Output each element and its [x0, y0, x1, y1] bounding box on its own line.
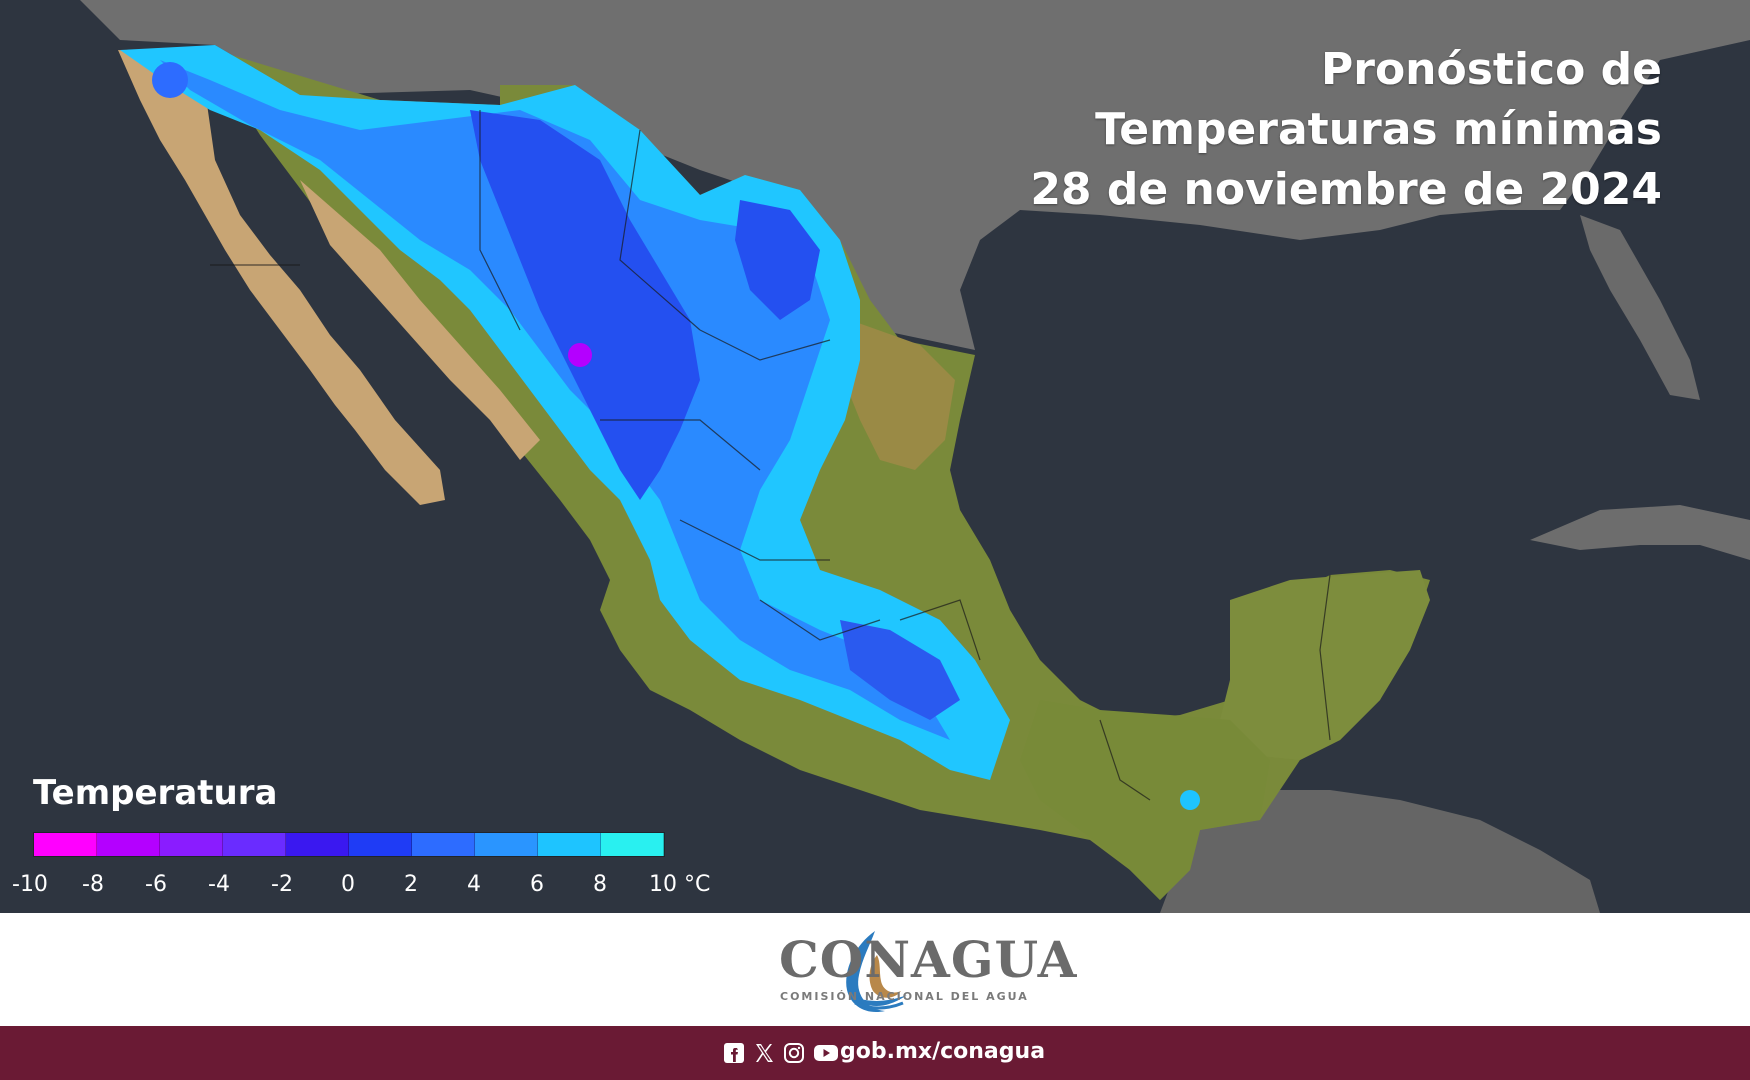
usa-land — [80, 0, 1750, 350]
legend-tick-label: 2 — [404, 872, 418, 897]
footer-url-link[interactable]: gob.mx/conagua — [840, 1039, 1046, 1064]
baja-cold-spot — [152, 62, 188, 98]
legend-swatch — [475, 833, 538, 856]
legend-tick-label: 0 — [341, 872, 355, 897]
cold-zone-dark-center — [840, 620, 960, 720]
legend-swatch — [538, 833, 601, 856]
legend-tick-label: 10 °C — [649, 872, 711, 897]
legend-tick-label: -2 — [271, 872, 293, 897]
legend-swatch — [601, 833, 664, 856]
title-line-3: 28 de noviembre de 2024 — [1030, 164, 1662, 215]
x-icon[interactable] — [753, 1042, 775, 1064]
legend-tick-label: -4 — [208, 872, 230, 897]
title-line-2: Temperaturas mínimas — [1095, 104, 1662, 155]
legend-swatch — [34, 833, 97, 856]
youtube-icon[interactable] — [813, 1042, 839, 1064]
legend-tick-label: -8 — [82, 872, 104, 897]
coldest-spot — [568, 343, 592, 367]
legend-color-bar — [33, 832, 665, 857]
yucatan-peninsula — [1220, 570, 1430, 760]
conagua-logo-subtitle: COMISIÓN NACIONAL DEL AGUA — [780, 990, 1029, 1003]
dry-region-northeast — [840, 320, 955, 470]
legend-swatch — [160, 833, 223, 856]
florida — [1580, 215, 1700, 400]
cuba — [1530, 505, 1750, 560]
legend-swatch — [97, 833, 160, 856]
map-canvas — [80, 0, 1750, 913]
chiapas-region — [1020, 700, 1270, 900]
legend-swatch — [349, 833, 412, 856]
conagua-logo-text: CONAGUA — [779, 930, 1078, 989]
map-title: Pronóstico de Temperaturas mínimas 28 de… — [1030, 40, 1662, 220]
legend-ticks: -10 -8 -6 -4 -2 0 2 4 6 8 10 °C — [12, 872, 720, 902]
dry-region-sonora — [300, 180, 540, 460]
legend-tick-label: 6 — [530, 872, 544, 897]
cold-zone-dark — [470, 110, 700, 500]
legend-swatch — [412, 833, 475, 856]
temperature-map: Pronóstico de Temperaturas mínimas 28 de… — [0, 0, 1750, 913]
social-icons — [723, 1040, 839, 1066]
central-america — [1160, 790, 1600, 913]
legend-title: Temperatura — [33, 773, 278, 813]
facebook-icon[interactable] — [723, 1042, 745, 1064]
legend-swatch — [286, 833, 349, 856]
chiapas-cold-spot — [1180, 790, 1200, 810]
baja-california — [118, 50, 445, 505]
title-line-1: Pronóstico de — [1321, 44, 1662, 95]
legend-swatch — [223, 833, 286, 856]
footer-bar — [0, 1026, 1750, 1080]
conagua-emblem-icon — [846, 931, 907, 1013]
cold-zone-dark-ne — [735, 200, 820, 320]
legend-tick-label: -10 — [12, 872, 48, 897]
instagram-icon[interactable] — [783, 1042, 805, 1064]
state-borders — [210, 110, 1331, 801]
legend-tick-label: -6 — [145, 872, 167, 897]
legend-tick-label: 8 — [593, 872, 607, 897]
legend-tick-label: 4 — [467, 872, 481, 897]
